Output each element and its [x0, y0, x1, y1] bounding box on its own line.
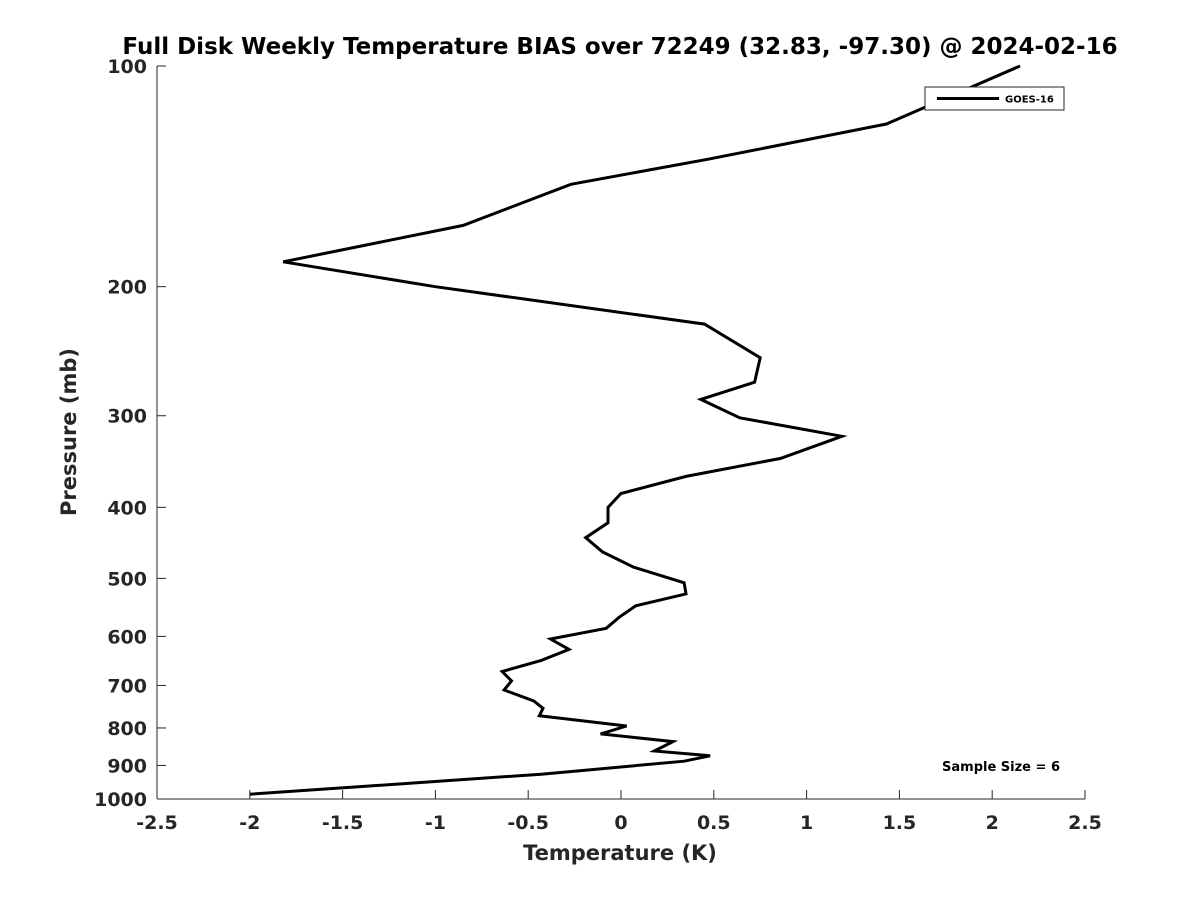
y-tick-label: 200	[107, 277, 147, 299]
x-axis-label: Temperature (K)	[523, 841, 717, 865]
x-tick-label: -2.5	[136, 812, 178, 834]
x-tick-label: 1.5	[883, 812, 917, 834]
series-layer	[249, 64, 1021, 796]
series-line-goes-16	[249, 64, 1021, 796]
y-axis-label: Pressure (mb)	[57, 348, 81, 516]
y-tick-label: 900	[107, 755, 147, 777]
y-tick-label: 100	[107, 56, 147, 78]
y-tick-label: 500	[107, 568, 147, 590]
x-tick-label: 2	[986, 812, 999, 834]
x-tick-label: 1	[800, 812, 813, 834]
y-tick-label: 400	[107, 497, 147, 519]
axes: -2.5 -2 -1.5 -1 -0.5 0 0.5 1 1.5 2 2.5 100 200 300 400…	[94, 56, 1102, 834]
legend: GOES-16	[924, 86, 1065, 111]
x-tick-label: 0	[614, 812, 627, 834]
x-tick-label: -1.5	[322, 812, 364, 834]
y-tick-label: 1000	[94, 789, 147, 811]
x-tick-label: 0.5	[697, 812, 731, 834]
chart-title: Full Disk Weekly Temperature BIAS over 7…	[122, 34, 1117, 60]
x-tick-label: -2	[239, 812, 260, 834]
y-tick-label: 300	[107, 406, 147, 428]
y-tick-label: 700	[107, 675, 147, 697]
sample-size-annotation: Sample Size = 6	[942, 760, 1060, 775]
x-tick-label: -1	[425, 812, 446, 834]
x-tick-label: -0.5	[507, 812, 549, 834]
x-tick-label: 2.5	[1068, 812, 1102, 834]
y-tick-label: 800	[107, 718, 147, 740]
legend-entry: GOES-16	[1005, 95, 1054, 106]
y-tick-label: 600	[107, 626, 147, 648]
